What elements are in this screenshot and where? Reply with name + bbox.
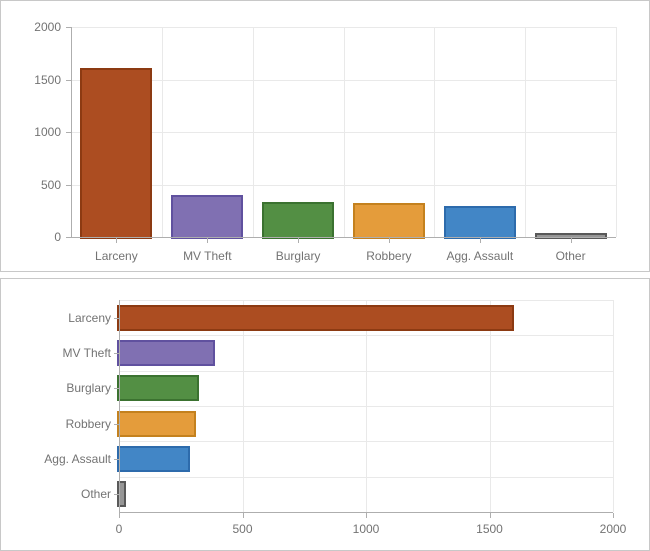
y-category-tick	[114, 317, 119, 319]
category-label-agg-assault: Agg. Assault	[446, 249, 514, 263]
x-axis-tick-label: 2000	[599, 522, 627, 536]
horizontal-bar-chart-panel: Larceny MV Theft Burglary Robbery Agg. Assau…	[0, 278, 650, 551]
category-label-larceny: Larceny	[95, 249, 138, 263]
bar-mv-theft	[117, 340, 215, 366]
y-axis-tick-label: 1500	[34, 72, 61, 87]
category-label-robbery: Robbery	[366, 249, 412, 263]
category-label-other: Other	[80, 487, 111, 502]
x-axis-line	[119, 512, 613, 513]
y-axis-line	[119, 300, 120, 517]
y-axis-tick	[66, 132, 71, 133]
y-axis-tick	[66, 184, 71, 186]
value-gridline	[489, 300, 491, 512]
bar-burglary	[262, 201, 335, 239]
y-axis-tick	[66, 27, 71, 28]
category-label-burglary: Burglary	[66, 381, 111, 396]
x-category-tick	[479, 238, 481, 243]
x-category-tick	[388, 238, 390, 243]
category-label-other: Other	[555, 249, 586, 263]
horizontal-bar-chart: Larceny MV Theft Burglary Robbery Agg. Assau…	[1, 279, 649, 550]
y-axis-tick-label: 500	[40, 177, 61, 192]
y-category-tick	[114, 353, 119, 354]
y-category-tick	[114, 459, 119, 460]
bar-mv-theft	[171, 195, 244, 239]
vertical-bar-chart: 0 500 1000 1500 2000 Larceny MV Theft Burglary R…	[1, 1, 649, 271]
x-axis-tick	[119, 513, 120, 518]
x-axis-tick	[489, 513, 491, 518]
category-gridline	[343, 27, 345, 237]
y-category-tick	[114, 388, 119, 390]
x-category-tick	[570, 238, 572, 243]
x-axis-tick	[613, 513, 614, 518]
x-category-tick	[298, 238, 300, 243]
bar-agg-assault	[443, 205, 516, 239]
y-axis-tick	[66, 79, 71, 81]
x-category-tick	[116, 238, 118, 243]
x-axis-line	[66, 237, 616, 238]
x-axis-tick-label: 1000	[352, 522, 380, 536]
x-axis-tick-label: 1500	[476, 522, 503, 536]
y-axis-tick-label: 2000	[34, 20, 61, 34]
category-label-mv-theft: MV Theft	[62, 346, 111, 360]
x-axis-tick	[242, 513, 244, 518]
bar-agg-assault	[117, 446, 191, 472]
bar-larceny	[117, 304, 514, 331]
value-gridline	[366, 300, 367, 512]
bar-robbery	[117, 410, 197, 437]
category-label-burglary: Burglary	[275, 249, 321, 263]
y-axis-line	[71, 27, 72, 237]
y-category-tick	[114, 423, 119, 425]
category-gridline	[525, 27, 527, 237]
vertical-bar-chart-panel: 0 500 1000 1500 2000 Larceny MV Theft Burglary R…	[0, 0, 650, 272]
x-axis-tick-label: 500	[232, 522, 253, 536]
category-gridline	[616, 27, 617, 237]
y-category-tick	[114, 494, 119, 496]
y-axis-tick-label: 1000	[34, 125, 61, 139]
bar-robbery	[352, 203, 425, 239]
value-gridline	[613, 300, 614, 512]
category-gridline	[434, 27, 436, 237]
category-label-mv-theft: MV Theft	[183, 249, 232, 263]
category-label-larceny: Larceny	[68, 310, 111, 325]
x-axis-tick	[366, 513, 367, 518]
bar-larceny	[80, 68, 153, 239]
category-gridline	[161, 27, 163, 237]
x-axis-tick-label: 0	[115, 522, 123, 536]
value-gridline	[242, 300, 244, 512]
y-axis-tick-label: 0	[54, 230, 61, 244]
category-label-agg-assault: Agg. Assault	[44, 452, 111, 466]
x-category-tick	[207, 238, 209, 243]
category-label-robbery: Robbery	[65, 416, 111, 431]
category-gridline	[252, 27, 254, 237]
bar-burglary	[117, 375, 199, 402]
